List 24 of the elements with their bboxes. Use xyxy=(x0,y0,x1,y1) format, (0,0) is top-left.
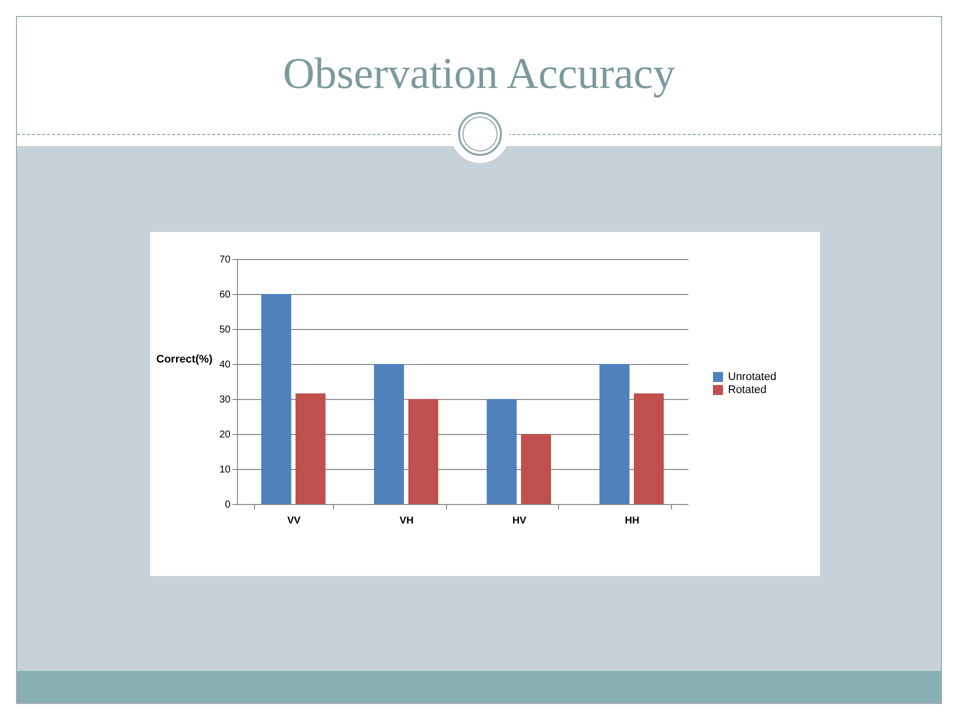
y-tick-label: 40 xyxy=(219,360,231,370)
bar xyxy=(296,393,326,504)
y-tick-label: 60 xyxy=(219,290,231,300)
legend-label: Unrotated xyxy=(728,371,776,383)
y-tick-label: 20 xyxy=(219,430,231,440)
y-axis-title: Correct(%) xyxy=(156,354,213,366)
y-tick-label: 30 xyxy=(219,394,231,406)
bar xyxy=(599,364,630,504)
x-tick-label: VV xyxy=(287,516,301,526)
legend-label: Rotated xyxy=(728,384,767,396)
bar xyxy=(634,393,664,504)
bar xyxy=(408,399,438,504)
bar xyxy=(486,399,517,504)
bar xyxy=(374,364,404,504)
y-tick-label: 10 xyxy=(219,464,231,476)
chart-title: Observation Accuracy xyxy=(282,48,676,99)
y-tick-label: 50 xyxy=(219,324,231,336)
x-tick-label: HH xyxy=(624,516,640,526)
x-tick-label: HV xyxy=(512,516,527,526)
bar xyxy=(261,294,292,504)
bar xyxy=(521,434,552,504)
y-tick-label: 70 xyxy=(219,254,231,266)
y-tick-label: 0 xyxy=(224,500,231,510)
x-tick-label: VH xyxy=(400,516,414,526)
